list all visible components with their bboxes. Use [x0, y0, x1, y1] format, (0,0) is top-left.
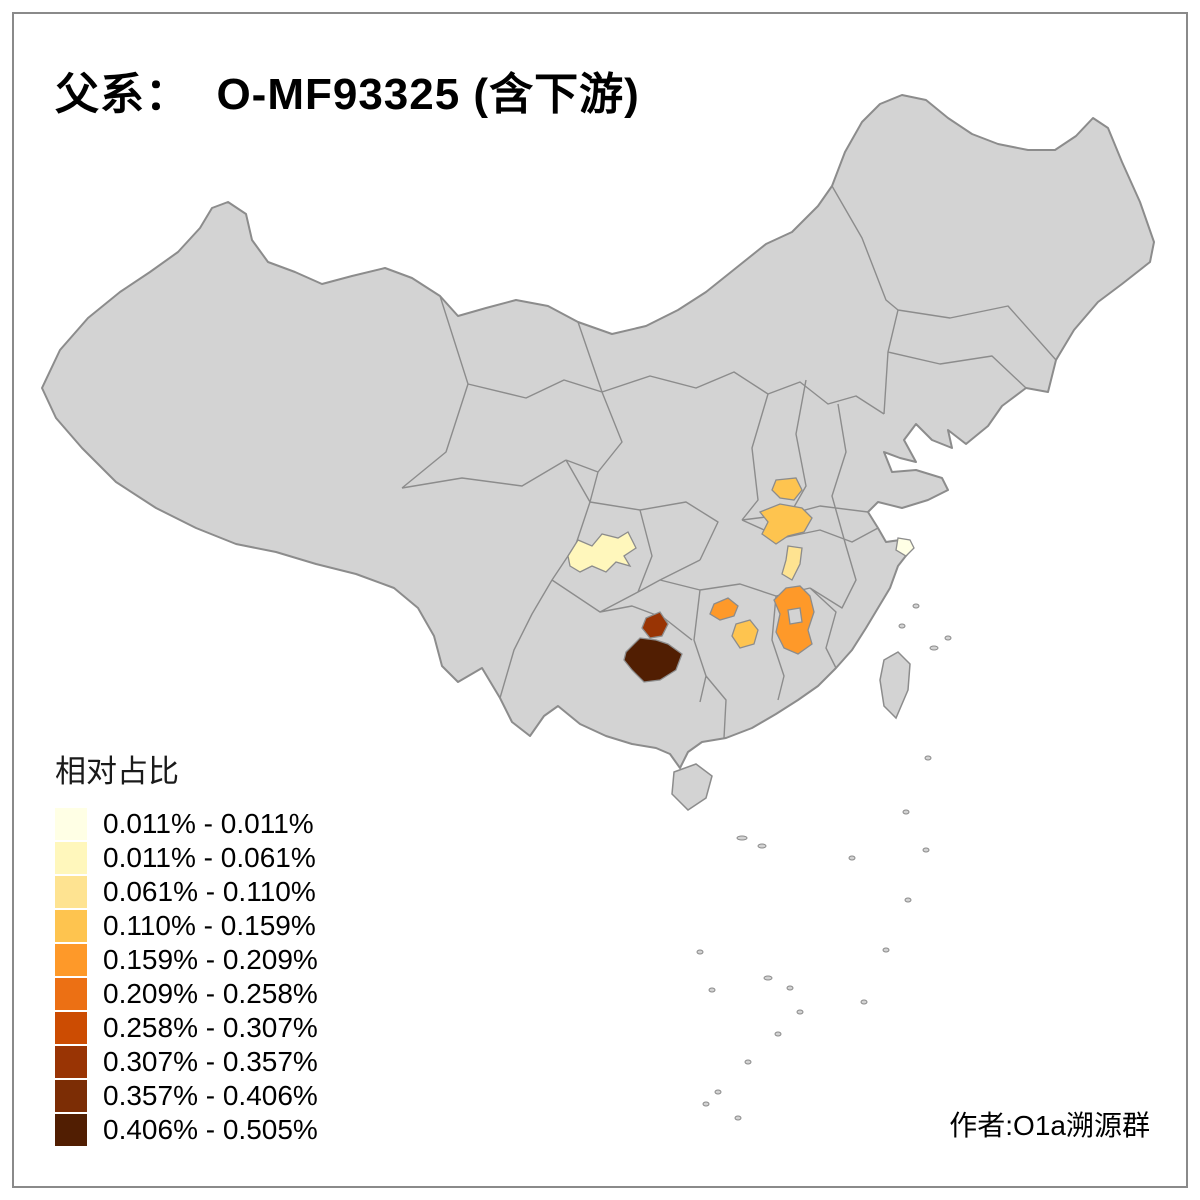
region-sichuan-basin [567, 531, 637, 573]
legend-item: 0.258% - 0.307% [55, 1011, 318, 1045]
legend-label: 0.159% - 0.209% [103, 944, 318, 975]
islet-icon [912, 603, 920, 609]
islet-icon [734, 1115, 742, 1121]
islet-icon [744, 1059, 752, 1065]
region-jiangxi-north [773, 585, 815, 655]
region-guizhou-southwest [623, 637, 683, 683]
legend-title: 相对占比 [55, 754, 179, 789]
legend-item: 0.159% - 0.209% [55, 943, 318, 977]
islet-icon [796, 1009, 804, 1015]
legend-swatch [55, 1080, 87, 1112]
legend-swatch [55, 978, 87, 1010]
legend-item: 0.011% - 0.011% [55, 807, 318, 841]
region-guizhou-central [641, 611, 669, 639]
legend-swatch [55, 944, 87, 976]
islet-icon [922, 847, 930, 853]
legend: 相对占比 0.011% - 0.011% 0.011% - 0.061% 0.061… [55, 746, 318, 1147]
region-henan-central [771, 477, 803, 501]
legend-item: 0.307% - 0.357% [55, 1045, 318, 1079]
islet-icon [944, 635, 952, 641]
legend-label: 0.258% - 0.307% [103, 1012, 318, 1043]
legend-item: 0.357% - 0.406% [55, 1079, 318, 1113]
legend-label: 0.011% - 0.011% [103, 808, 314, 839]
hainan-island [671, 763, 713, 811]
islet-icon [882, 947, 890, 953]
legend-rows: 0.011% - 0.011% 0.011% - 0.061% 0.061% - 0… [55, 807, 318, 1147]
legend-label: 0.011% - 0.061% [103, 842, 316, 873]
legend-item: 0.209% - 0.258% [55, 977, 318, 1011]
legend-item: 0.406% - 0.505% [55, 1113, 318, 1147]
islet-icon [736, 835, 748, 841]
islet-icon [924, 755, 932, 761]
islet-icon [898, 623, 906, 629]
region-hubei-central [781, 545, 803, 581]
legend-label: 0.357% - 0.406% [103, 1080, 318, 1111]
islet-icon [902, 809, 910, 815]
islet-icon [848, 855, 856, 861]
legend-swatch [55, 1046, 87, 1078]
map-title: 父系： O-MF93325 (含下游) [55, 70, 640, 119]
region-hunan-northwest [709, 597, 739, 621]
taiwan-island [879, 651, 911, 720]
islet-icon [860, 999, 868, 1005]
region-shanghai [895, 537, 915, 557]
legend-label: 0.061% - 0.110% [103, 876, 316, 907]
legend-label: 0.406% - 0.505% [103, 1114, 318, 1145]
islet-icon [708, 987, 716, 993]
legend-swatch [55, 1114, 87, 1146]
small-islands [696, 603, 952, 1121]
legend-label: 0.307% - 0.357% [103, 1046, 318, 1077]
islet-icon [757, 843, 767, 849]
region-hunan-central [731, 619, 759, 649]
legend-swatch [55, 842, 87, 874]
islet-icon [786, 985, 794, 991]
credit-text: 作者:O1a溯源群 [949, 1110, 1150, 1141]
region-henan-south [758, 503, 813, 545]
legend-swatch [55, 808, 87, 840]
islet-icon [702, 1101, 710, 1107]
islet-icon [904, 897, 912, 903]
highlighted-regions [567, 477, 915, 683]
islet-icon [714, 1089, 722, 1095]
legend-swatch [55, 910, 87, 942]
legend-label: 0.110% - 0.159% [103, 910, 316, 941]
legend-item: 0.011% - 0.061% [55, 841, 318, 875]
legend-item: 0.110% - 0.159% [55, 909, 318, 943]
islet-icon [763, 975, 773, 981]
legend-item: 0.061% - 0.110% [55, 875, 318, 909]
islet-icon [774, 1031, 782, 1037]
legend-swatch [55, 876, 87, 908]
legend-label: 0.209% - 0.258% [103, 978, 318, 1009]
legend-swatch [55, 1012, 87, 1044]
islet-icon [696, 949, 704, 955]
china-mainland-shape [41, 94, 1155, 769]
islet-icon [929, 645, 939, 651]
